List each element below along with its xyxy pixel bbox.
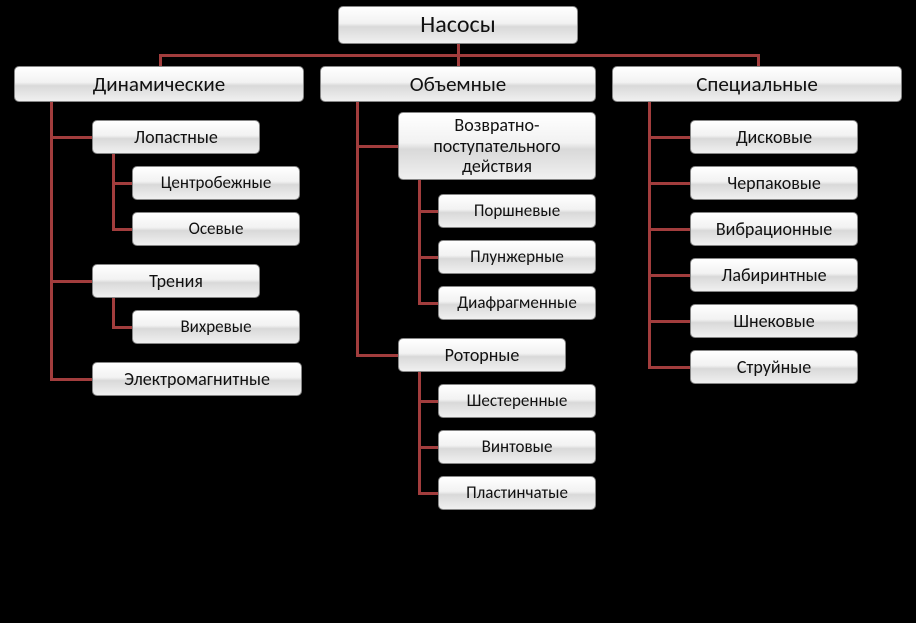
connector xyxy=(112,298,115,329)
connector xyxy=(457,44,460,54)
node-c2_3: Лабиринтные xyxy=(690,258,858,292)
connector xyxy=(50,378,92,381)
connector xyxy=(50,136,92,139)
node-root: Насосы xyxy=(338,6,578,44)
connector xyxy=(418,256,438,259)
connector xyxy=(648,320,690,323)
connector xyxy=(356,354,398,357)
connector xyxy=(418,302,438,305)
node-c1_1: Роторные xyxy=(398,338,566,372)
connector xyxy=(356,145,398,148)
node-c1_1_1: Винтовые xyxy=(438,430,596,464)
node-c0_2: Электромагнитные xyxy=(92,362,302,396)
node-c0_1_0: Вихревые xyxy=(132,310,300,344)
connector xyxy=(648,182,690,185)
connector xyxy=(457,54,460,66)
node-c2_0: Дисковые xyxy=(690,120,858,154)
node-c1_0_1: Плунжерные xyxy=(438,240,596,274)
connector xyxy=(757,54,760,66)
connector xyxy=(418,180,421,305)
node-c1_1_0: Шестеренные xyxy=(438,384,596,418)
connector xyxy=(50,280,92,283)
connector xyxy=(112,154,115,231)
node-c1_0_2: Диафрагменные xyxy=(438,286,596,320)
node-c1_1_2: Пластинчатые xyxy=(438,476,596,510)
connector xyxy=(112,326,132,329)
node-c2_4: Шнековые xyxy=(690,304,858,338)
node-c2_2: Вибрационные xyxy=(690,212,858,246)
connector xyxy=(648,228,690,231)
node-cat1: Объемные xyxy=(320,66,596,102)
connector xyxy=(418,400,438,403)
node-c1_0: Возвратно-поступательногодействия xyxy=(398,112,596,180)
node-c1_0_0: Поршневые xyxy=(438,194,596,228)
connector xyxy=(418,492,438,495)
node-cat0: Динамические xyxy=(14,66,304,102)
connector xyxy=(648,136,690,139)
node-c0_0_0: Центробежные xyxy=(132,166,300,200)
connector xyxy=(648,274,690,277)
node-c0_1: Трения xyxy=(92,264,260,298)
connector xyxy=(648,102,651,369)
connector xyxy=(418,446,438,449)
connector xyxy=(418,210,438,213)
connector xyxy=(356,102,359,357)
connector xyxy=(648,366,690,369)
node-c2_1: Черпаковые xyxy=(690,166,858,200)
node-c0_0: Лопастные xyxy=(92,120,260,154)
connector xyxy=(50,102,53,381)
node-c0_0_1: Осевые xyxy=(132,212,300,246)
connector xyxy=(112,182,132,185)
connector xyxy=(159,54,162,66)
connector xyxy=(112,228,132,231)
node-c2_5: Струйные xyxy=(690,350,858,384)
node-cat2: Специальные xyxy=(612,66,902,102)
connector xyxy=(418,372,421,495)
